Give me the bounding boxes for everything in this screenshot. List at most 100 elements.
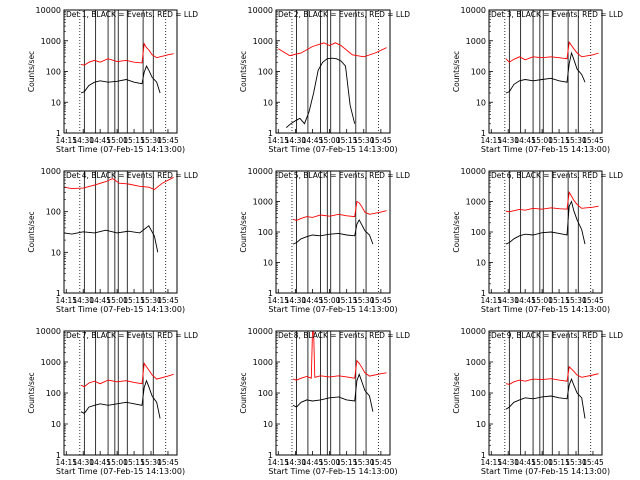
x-tick-label: 15:30 [140, 458, 162, 467]
series-line-events [64, 225, 159, 253]
x-tick-label: 14:15 [55, 136, 77, 145]
y-axis-label: Counts/sec [452, 211, 461, 252]
x-tick-label: 14:15 [55, 296, 77, 305]
y-tick-label: 1 [268, 289, 273, 298]
y-tick-label: 10 [476, 420, 486, 429]
y-tick-label: 1000 [466, 37, 486, 46]
x-tick-label: 15:30 [565, 296, 587, 305]
x-tick-label: 15:15 [336, 136, 358, 145]
x-tick-label: 14:45 [89, 296, 111, 305]
series-line-events [286, 57, 356, 128]
y-tick-label: 100 [471, 228, 486, 237]
x-tick-label: 14:45 [302, 458, 324, 467]
chart-title: Det 4, BLACK = Events, RED = LLD [66, 171, 198, 180]
series-line-lld [505, 40, 599, 63]
x-tick-label: 15:45 [157, 458, 179, 467]
y-tick-label: 100 [258, 389, 273, 398]
x-tick-label: 15:45 [370, 458, 392, 467]
x-tick-label: 14:30 [285, 296, 307, 305]
x-axis-label: Start Time (07-Feb-15 14:13:00) [268, 305, 397, 314]
x-axis-label: Start Time (07-Feb-15 14:13:00) [481, 305, 610, 314]
series-line-lld [292, 331, 387, 381]
y-axis-label: Counts/sec [452, 372, 461, 413]
x-tick-label: 15:15 [123, 296, 145, 305]
x-tick-label: 14:45 [89, 458, 111, 467]
y-tick-label: 1000 [41, 358, 61, 367]
x-tick-label: 15:15 [548, 296, 570, 305]
series-line-lld [292, 200, 387, 221]
x-tick-label: 15:30 [353, 136, 375, 145]
y-axis-label: Counts/sec [27, 372, 36, 413]
y-tick-label: 100 [258, 68, 273, 77]
x-tick-label: 14:15 [480, 458, 502, 467]
x-tick-label: 15:15 [548, 458, 570, 467]
y-tick-label: 100 [258, 228, 273, 237]
x-tick-label: 15:00 [319, 296, 341, 305]
y-tick-label: 10 [51, 98, 61, 107]
y-tick-label: 10000 [36, 6, 61, 15]
y-tick-label: 10 [476, 98, 486, 107]
chart-title: Det 9, BLACK = Events, RED = LLD [491, 331, 623, 340]
x-tick-label: 15:15 [336, 458, 358, 467]
x-axis-label: Start Time (07-Feb-15 14:13:00) [56, 305, 185, 314]
x-tick-label: 15:45 [157, 136, 179, 145]
x-tick-label: 15:45 [582, 136, 604, 145]
x-tick-label: 14:15 [480, 296, 502, 305]
series-line-lld [80, 362, 174, 388]
x-tick-label: 15:15 [123, 458, 145, 467]
x-axis-label: Start Time (07-Feb-15 14:13:00) [56, 467, 185, 476]
series-line-lld [505, 190, 599, 213]
series-line-events [505, 51, 586, 94]
x-tick-label: 15:45 [370, 136, 392, 145]
x-axis-label: Start Time (07-Feb-15 14:13:00) [268, 467, 397, 476]
x-tick-label: 15:45 [582, 458, 604, 467]
x-tick-label: 14:30 [497, 136, 519, 145]
y-tick-label: 1 [56, 451, 61, 460]
x-tick-label: 15:00 [531, 296, 553, 305]
y-tick-label: 10 [51, 420, 61, 429]
y-tick-label: 1000 [41, 167, 61, 176]
plot-frame [63, 330, 178, 456]
chart-title: Det 2, BLACK = Events, RED = LLD [278, 10, 410, 19]
x-tick-label: 15:45 [157, 296, 179, 305]
plot-frame [488, 9, 603, 134]
series-line-events [505, 377, 586, 419]
y-tick-label: 10 [476, 259, 486, 268]
y-tick-label: 10000 [461, 6, 486, 15]
x-axis-label: Start Time (07-Feb-15 14:13:00) [268, 145, 397, 154]
x-tick-label: 14:45 [514, 458, 536, 467]
x-tick-label: 14:45 [302, 136, 324, 145]
y-axis-label: Counts/sec [27, 211, 36, 252]
y-tick-label: 10000 [248, 327, 273, 336]
x-tick-label: 15:00 [106, 296, 128, 305]
y-tick-label: 10000 [36, 327, 61, 336]
x-axis-label: Start Time (07-Feb-15 14:13:00) [481, 467, 610, 476]
y-axis-label: Counts/sec [239, 372, 248, 413]
x-tick-label: 15:30 [353, 296, 375, 305]
x-tick-label: 15:15 [336, 296, 358, 305]
chart-title: Det 1, BLACK = Events, RED = LLD [66, 10, 198, 19]
y-tick-label: 10 [263, 98, 273, 107]
y-axis-label: Counts/sec [27, 51, 36, 92]
plot-frame [63, 170, 178, 294]
series-line-events [80, 379, 161, 419]
series-line-lld [80, 42, 174, 66]
y-tick-label: 1 [56, 129, 61, 138]
y-tick-label: 1 [268, 129, 273, 138]
x-axis-label: Start Time (07-Feb-15 14:13:00) [481, 145, 610, 154]
y-tick-label: 1000 [41, 37, 61, 46]
y-tick-label: 10 [263, 420, 273, 429]
chart-title: Det 5, BLACK = Events, RED = LLD [278, 171, 410, 180]
plot-frame [275, 330, 391, 456]
y-tick-label: 1000 [466, 198, 486, 207]
y-tick-label: 1000 [466, 358, 486, 367]
x-tick-label: 15:30 [140, 296, 162, 305]
plot-frame [275, 170, 391, 294]
x-tick-label: 15:15 [548, 136, 570, 145]
series-line-events [292, 218, 374, 245]
x-tick-label: 14:45 [514, 136, 536, 145]
chart-title: Det 6, BLACK = Events, RED = LLD [491, 171, 623, 180]
series-line-events [505, 200, 586, 245]
y-tick-label: 10 [51, 248, 61, 257]
y-tick-label: 1000 [253, 198, 273, 207]
